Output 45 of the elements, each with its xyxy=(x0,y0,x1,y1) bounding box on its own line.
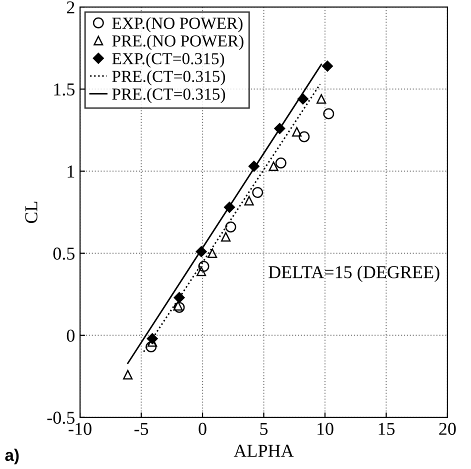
annotation: DELTA=15 (DEGREE) xyxy=(268,266,440,282)
point xyxy=(146,341,157,352)
point xyxy=(174,292,185,304)
x-axis-title: ALPHA xyxy=(234,444,294,457)
point xyxy=(146,333,158,344)
legend-label: PRE.(CT=0.315) xyxy=(112,88,226,104)
point xyxy=(297,93,308,104)
point xyxy=(248,160,260,172)
y-axis-title: CL xyxy=(25,202,38,224)
y-tick-label: 1.5 xyxy=(54,83,75,96)
point xyxy=(244,196,254,206)
x-tick-label: 15 xyxy=(378,422,395,435)
point xyxy=(316,94,326,104)
y-tick-label: -0.5 xyxy=(47,412,75,424)
point xyxy=(323,108,334,120)
point xyxy=(123,370,133,380)
y-tick-label: 2 xyxy=(66,1,74,14)
point xyxy=(275,157,286,168)
x-tick-label: -10 xyxy=(68,422,92,435)
x-tick-label: 10 xyxy=(318,422,334,435)
point xyxy=(198,260,210,272)
x-tick-label: -5 xyxy=(134,422,148,435)
legend-label: PRE.(NO POWER) xyxy=(112,34,244,50)
point xyxy=(224,202,236,213)
text: a) xyxy=(5,448,19,464)
point xyxy=(322,60,333,72)
point xyxy=(252,187,264,198)
point xyxy=(292,126,302,137)
y-tick-label: 0 xyxy=(66,330,75,342)
point xyxy=(225,222,236,232)
point xyxy=(298,131,310,142)
legend-label: PRE.(CT=0.315) xyxy=(112,70,226,86)
x-tick-label: 5 xyxy=(260,422,268,435)
legend-label: EXP.(CT=0.315) xyxy=(112,52,224,68)
point xyxy=(268,161,278,172)
x-tick-label: 0 xyxy=(198,422,206,435)
point xyxy=(208,248,218,258)
point xyxy=(196,246,207,258)
point xyxy=(221,232,231,242)
legend-label: EXP.(NO POWER) xyxy=(112,17,242,32)
y-tick-label: 0.5 xyxy=(53,248,75,260)
point xyxy=(274,122,286,134)
point xyxy=(196,266,206,276)
x-tick-label: 20 xyxy=(439,422,456,435)
y-tick-label: 1 xyxy=(68,166,74,178)
